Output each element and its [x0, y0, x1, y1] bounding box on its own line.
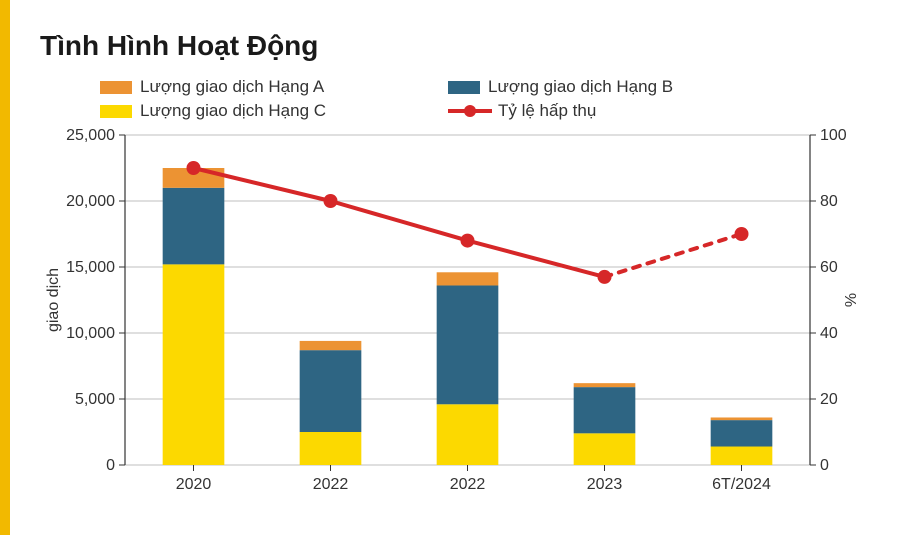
- line-point-0: [187, 161, 201, 175]
- svg-text:2023: 2023: [587, 476, 623, 493]
- svg-text:60: 60: [820, 259, 838, 276]
- legend-item-line: Tỷ lệ hấp thụ: [448, 101, 596, 121]
- svg-text:0: 0: [820, 457, 829, 474]
- svg-text:0: 0: [106, 457, 115, 474]
- svg-text:25,000: 25,000: [66, 127, 115, 144]
- bar-c-0: [163, 264, 225, 465]
- svg-text:40: 40: [820, 325, 838, 342]
- svg-text:6T/2024: 6T/2024: [712, 476, 771, 493]
- legend-label-line: Tỷ lệ hấp thụ: [498, 101, 596, 121]
- bar-b-1: [300, 350, 362, 432]
- bar-a-1: [300, 341, 362, 350]
- svg-text:20: 20: [820, 391, 838, 408]
- bar-b-0: [163, 188, 225, 265]
- bar-a-2: [437, 272, 499, 285]
- bar-b-4: [711, 420, 773, 446]
- legend-label-c: Lượng giao dịch Hạng C: [140, 101, 326, 121]
- legend-item-c: Lượng giao dịch Hạng C: [100, 101, 440, 121]
- line-seg-3: [605, 234, 742, 277]
- legend-item-b: Lượng giao dịch Hạng B: [448, 77, 673, 97]
- legend-swatch-a: [100, 81, 132, 94]
- svg-text:2020: 2020: [176, 476, 212, 493]
- svg-text:80: 80: [820, 193, 838, 210]
- bar-c-2: [437, 404, 499, 465]
- bar-b-3: [574, 387, 636, 433]
- line-point-2: [461, 234, 475, 248]
- bar-c-1: [300, 432, 362, 465]
- legend-line-marker: [448, 104, 492, 118]
- legend: Lượng giao dịch Hạng A Lượng giao dịch H…: [100, 75, 860, 123]
- legend-swatch-b: [448, 81, 480, 94]
- svg-text:giao dịch: giao dịch: [45, 268, 62, 332]
- svg-text:15,000: 15,000: [66, 259, 115, 276]
- line-seg-1: [331, 201, 468, 241]
- legend-label-b: Lượng giao dịch Hạng B: [488, 77, 673, 97]
- legend-swatch-c: [100, 105, 132, 118]
- line-point-4: [735, 227, 749, 241]
- bar-b-2: [437, 285, 499, 404]
- svg-text:2022: 2022: [450, 476, 486, 493]
- bar-c-3: [574, 433, 636, 465]
- bar-c-4: [711, 447, 773, 465]
- left-accent-bar: [0, 0, 10, 535]
- chart-area: 0 5,000 10,000 15,000 20,000 25,000 0 20 40 60 80 1…: [40, 125, 870, 505]
- svg-text:100: 100: [820, 127, 847, 144]
- legend-item-a: Lượng giao dịch Hạng A: [100, 77, 440, 97]
- svg-text:20,000: 20,000: [66, 193, 115, 210]
- line-point-1: [324, 194, 338, 208]
- page-root: Tình Hình Hoạt Động Lượng giao dịch Hạng…: [0, 0, 900, 535]
- legend-label-a: Lượng giao dịch Hạng A: [140, 77, 324, 97]
- chart-title: Tình Hình Hoạt Động: [40, 30, 318, 62]
- line-seg-2: [468, 241, 605, 277]
- bar-a-3: [574, 383, 636, 387]
- svg-text:5,000: 5,000: [75, 391, 115, 408]
- svg-text:%: %: [843, 293, 860, 307]
- svg-text:10,000: 10,000: [66, 325, 115, 342]
- line-point-3: [598, 270, 612, 284]
- svg-text:2022: 2022: [313, 476, 349, 493]
- bar-a-4: [711, 417, 773, 420]
- chart-svg: 0 5,000 10,000 15,000 20,000 25,000 0 20 40 60 80 1…: [40, 125, 870, 505]
